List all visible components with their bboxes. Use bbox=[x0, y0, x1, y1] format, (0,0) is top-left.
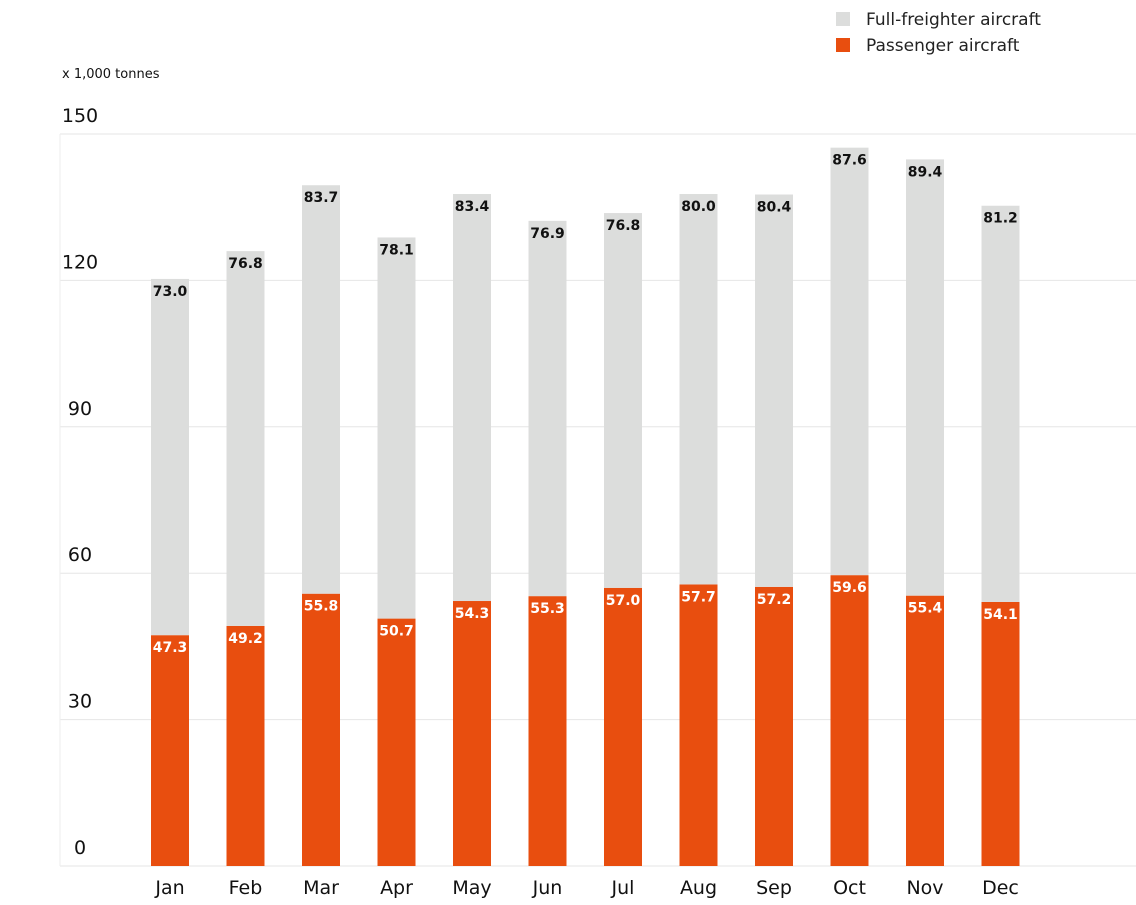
x-tick-label: Jun bbox=[532, 877, 563, 899]
y-axis-unit-label: x 1,000 tonnes bbox=[62, 67, 160, 82]
y-tick-label: 60 bbox=[68, 544, 92, 566]
data-label-passenger: 49.2 bbox=[228, 631, 263, 647]
data-label-passenger: 57.7 bbox=[681, 589, 716, 605]
data-label-passenger: 47.3 bbox=[153, 640, 188, 656]
x-tick-label: Aug bbox=[680, 877, 717, 899]
y-tick-label: 120 bbox=[62, 251, 98, 273]
data-label-passenger: 57.0 bbox=[606, 593, 641, 609]
data-label-freighter: 89.4 bbox=[908, 164, 943, 180]
legend-swatch bbox=[836, 12, 850, 26]
legend-label: Passenger aircraft bbox=[866, 36, 1020, 56]
data-label-passenger: 50.7 bbox=[379, 624, 414, 640]
data-label-freighter: 76.8 bbox=[228, 256, 263, 272]
data-label-freighter: 78.1 bbox=[379, 242, 414, 258]
bar-passenger-may bbox=[453, 601, 491, 866]
bar-passenger-nov bbox=[906, 595, 944, 866]
y-tick-label: 30 bbox=[68, 691, 92, 713]
data-label-freighter: 76.8 bbox=[606, 218, 641, 234]
x-tick-label: Oct bbox=[833, 877, 866, 899]
bar-freighter-sep bbox=[755, 194, 793, 587]
y-tick-label: 150 bbox=[62, 105, 98, 127]
bar-passenger-jul bbox=[604, 587, 642, 866]
data-label-passenger: 57.2 bbox=[757, 592, 792, 608]
x-tick-label: Feb bbox=[229, 877, 263, 899]
data-label-freighter: 80.4 bbox=[757, 200, 792, 216]
bar-passenger-jan bbox=[151, 635, 189, 866]
bar-passenger-feb bbox=[226, 625, 265, 866]
x-tick-label: Mar bbox=[303, 877, 339, 899]
x-tick-label: Apr bbox=[380, 877, 413, 899]
data-label-passenger: 55.4 bbox=[908, 601, 943, 617]
x-tick-label: Jul bbox=[611, 877, 635, 899]
x-tick-label: May bbox=[452, 877, 491, 899]
data-label-freighter: 83.4 bbox=[455, 199, 490, 215]
legend-swatch bbox=[836, 38, 850, 52]
data-label-passenger: 54.1 bbox=[983, 607, 1018, 623]
data-label-passenger: 55.3 bbox=[530, 601, 565, 617]
x-tick-label: Jan bbox=[154, 877, 184, 899]
data-label-freighter: 76.9 bbox=[530, 226, 565, 242]
bar-passenger-oct bbox=[830, 575, 869, 866]
data-label-passenger: 54.3 bbox=[455, 606, 490, 622]
data-label-freighter: 73.0 bbox=[153, 284, 188, 300]
bar-passenger-apr bbox=[377, 618, 416, 866]
x-tick-label: Dec bbox=[982, 877, 1019, 899]
y-axis: 0 30 60 90 120 150 bbox=[59, 105, 98, 866]
bar-freighter-jul bbox=[604, 213, 642, 588]
data-label-freighter: 80.0 bbox=[681, 199, 716, 215]
bar-passenger-sep bbox=[755, 586, 793, 866]
bar-freighter-apr bbox=[377, 237, 416, 619]
bar-freighter-nov bbox=[906, 159, 944, 596]
bar-passenger-dec bbox=[981, 601, 1020, 866]
bar-freighter-may bbox=[453, 194, 491, 602]
bar-freighter-aug bbox=[679, 194, 718, 585]
bar-passenger-aug bbox=[679, 584, 718, 866]
bar-freighter-jun bbox=[528, 220, 567, 597]
bars: 73.0 47.3 76.8 49.2 83.7 55.8 78.1 50.7 83.4 54.3… bbox=[151, 147, 1020, 866]
grid-lines bbox=[60, 133, 1136, 867]
data-label-passenger: 59.6 bbox=[832, 580, 867, 596]
x-tick-label: Nov bbox=[906, 877, 943, 899]
y-tick-label: 0 bbox=[74, 837, 86, 859]
bar-freighter-mar bbox=[302, 185, 340, 594]
data-label-freighter: 83.7 bbox=[304, 190, 339, 206]
data-label-freighter: 81.2 bbox=[983, 211, 1018, 227]
y-tick-label: 90 bbox=[68, 398, 92, 420]
bar-passenger-jun bbox=[528, 596, 567, 866]
x-tick-label: Sep bbox=[756, 877, 792, 899]
bar-freighter-feb bbox=[226, 251, 265, 626]
bar-freighter-jan bbox=[151, 278, 189, 636]
data-label-passenger: 55.8 bbox=[304, 599, 339, 615]
legend: Full-freighter aircraft Passenger aircraf… bbox=[836, 10, 1041, 56]
x-axis: Jan Feb Mar Apr May Jun Jul Aug Sep Oct Nov Dec bbox=[154, 877, 1019, 899]
bar-freighter-oct bbox=[830, 147, 869, 576]
data-label-freighter: 87.6 bbox=[832, 153, 867, 169]
legend-label: Full-freighter aircraft bbox=[866, 10, 1041, 30]
bar-passenger-mar bbox=[302, 593, 340, 866]
bar-freighter-dec bbox=[981, 205, 1020, 602]
